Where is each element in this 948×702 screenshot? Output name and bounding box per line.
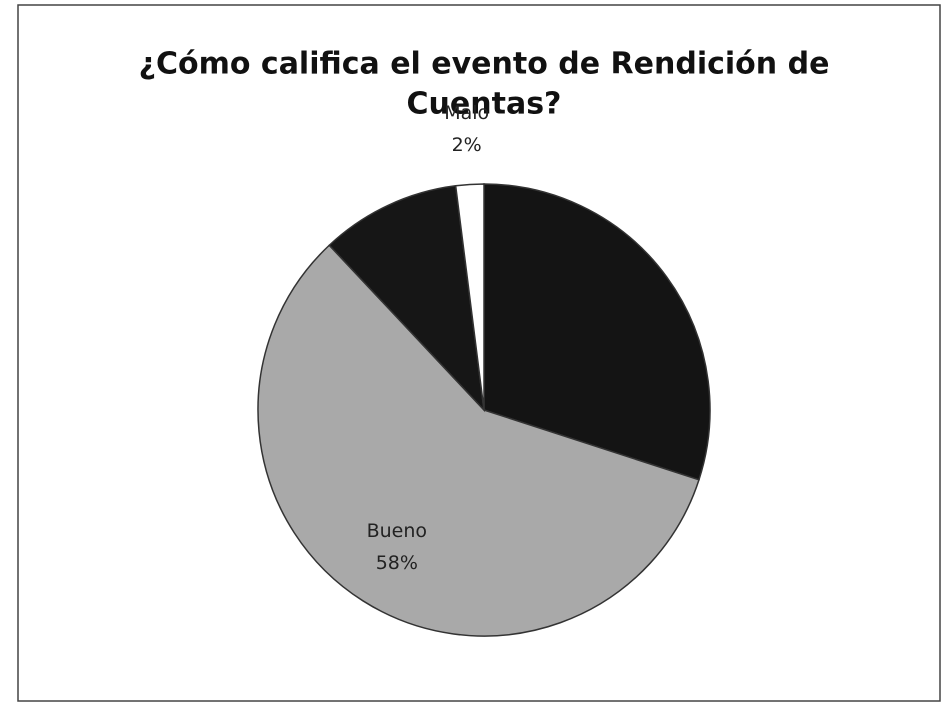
data-label: Malo <box>444 102 489 124</box>
data-label: 2% <box>452 134 482 156</box>
pie-slice <box>328 184 486 413</box>
pie-slice <box>483 183 711 481</box>
data-label: 58% <box>376 552 418 574</box>
pie-slice <box>454 183 485 411</box>
chart-frame <box>17 4 941 702</box>
chart-title: ¿Cómo califica el evento de Rendición de <box>139 47 830 82</box>
chart-title: Cuentas? <box>407 87 562 122</box>
pie-slice <box>257 244 700 637</box>
data-label: Bueno <box>367 520 427 542</box>
